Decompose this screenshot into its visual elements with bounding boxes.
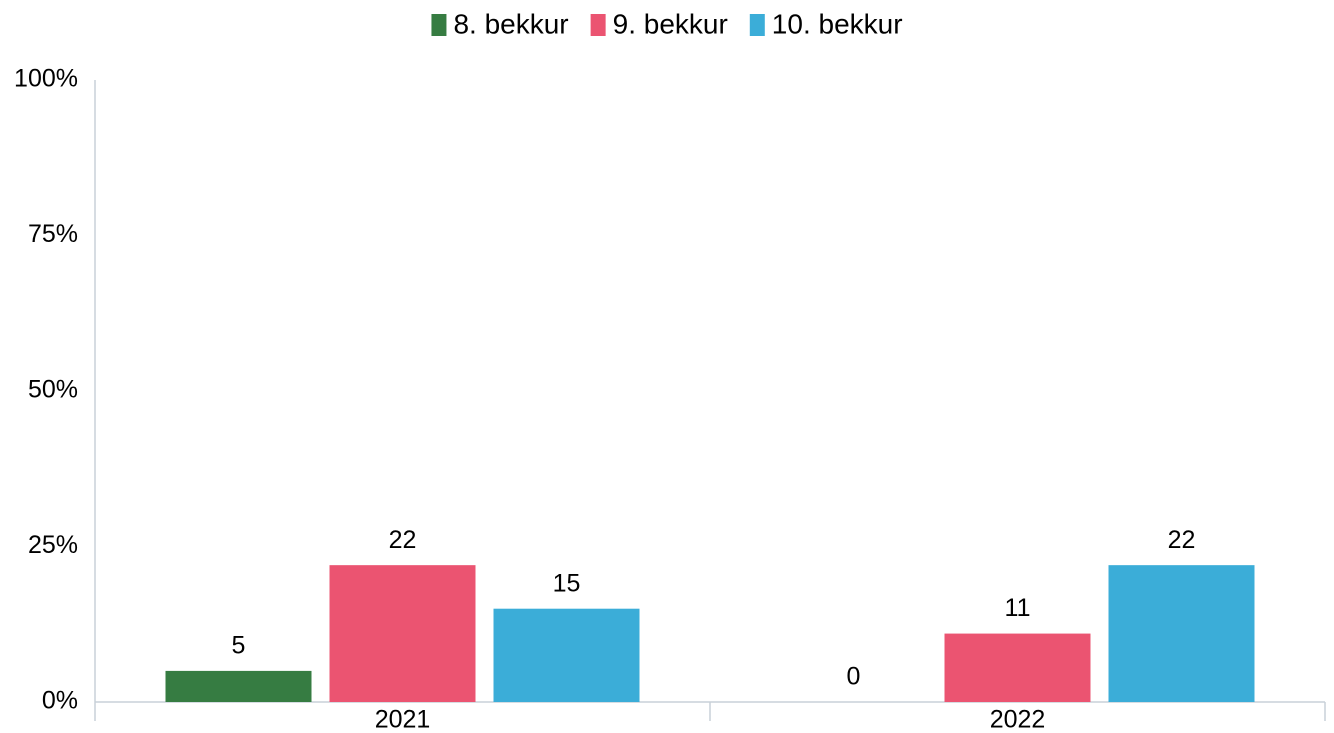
legend-swatch	[749, 14, 765, 36]
legend-swatch	[590, 14, 606, 36]
y-tick-label: 0%	[42, 687, 78, 715]
y-tick-label: 75%	[28, 220, 78, 248]
data-label: 11	[1005, 594, 1031, 622]
legend-swatch	[431, 14, 447, 36]
legend-label: 10. bekkur	[772, 8, 903, 39]
data-label: 0	[847, 663, 861, 691]
bar	[1108, 565, 1255, 702]
bar	[165, 670, 312, 702]
bar	[493, 608, 640, 702]
y-tick-label: 50%	[28, 376, 78, 404]
legend-label: 9. bekkur	[613, 8, 728, 39]
x-tick-label: 2022	[990, 706, 1046, 733]
y-tick-label: 25%	[28, 531, 78, 559]
bar	[944, 633, 1091, 702]
bar	[329, 565, 476, 702]
data-label: 22	[1168, 526, 1196, 554]
legend-label: 8. bekkur	[453, 8, 568, 39]
data-label: 22	[389, 526, 417, 554]
x-tick-label: 2021	[375, 706, 431, 733]
data-label: 15	[553, 569, 581, 597]
legend: 8. bekkur 9. bekkur 10. bekkur	[431, 8, 903, 39]
y-tick-label: 100%	[14, 65, 78, 93]
data-label: 5	[232, 632, 246, 660]
